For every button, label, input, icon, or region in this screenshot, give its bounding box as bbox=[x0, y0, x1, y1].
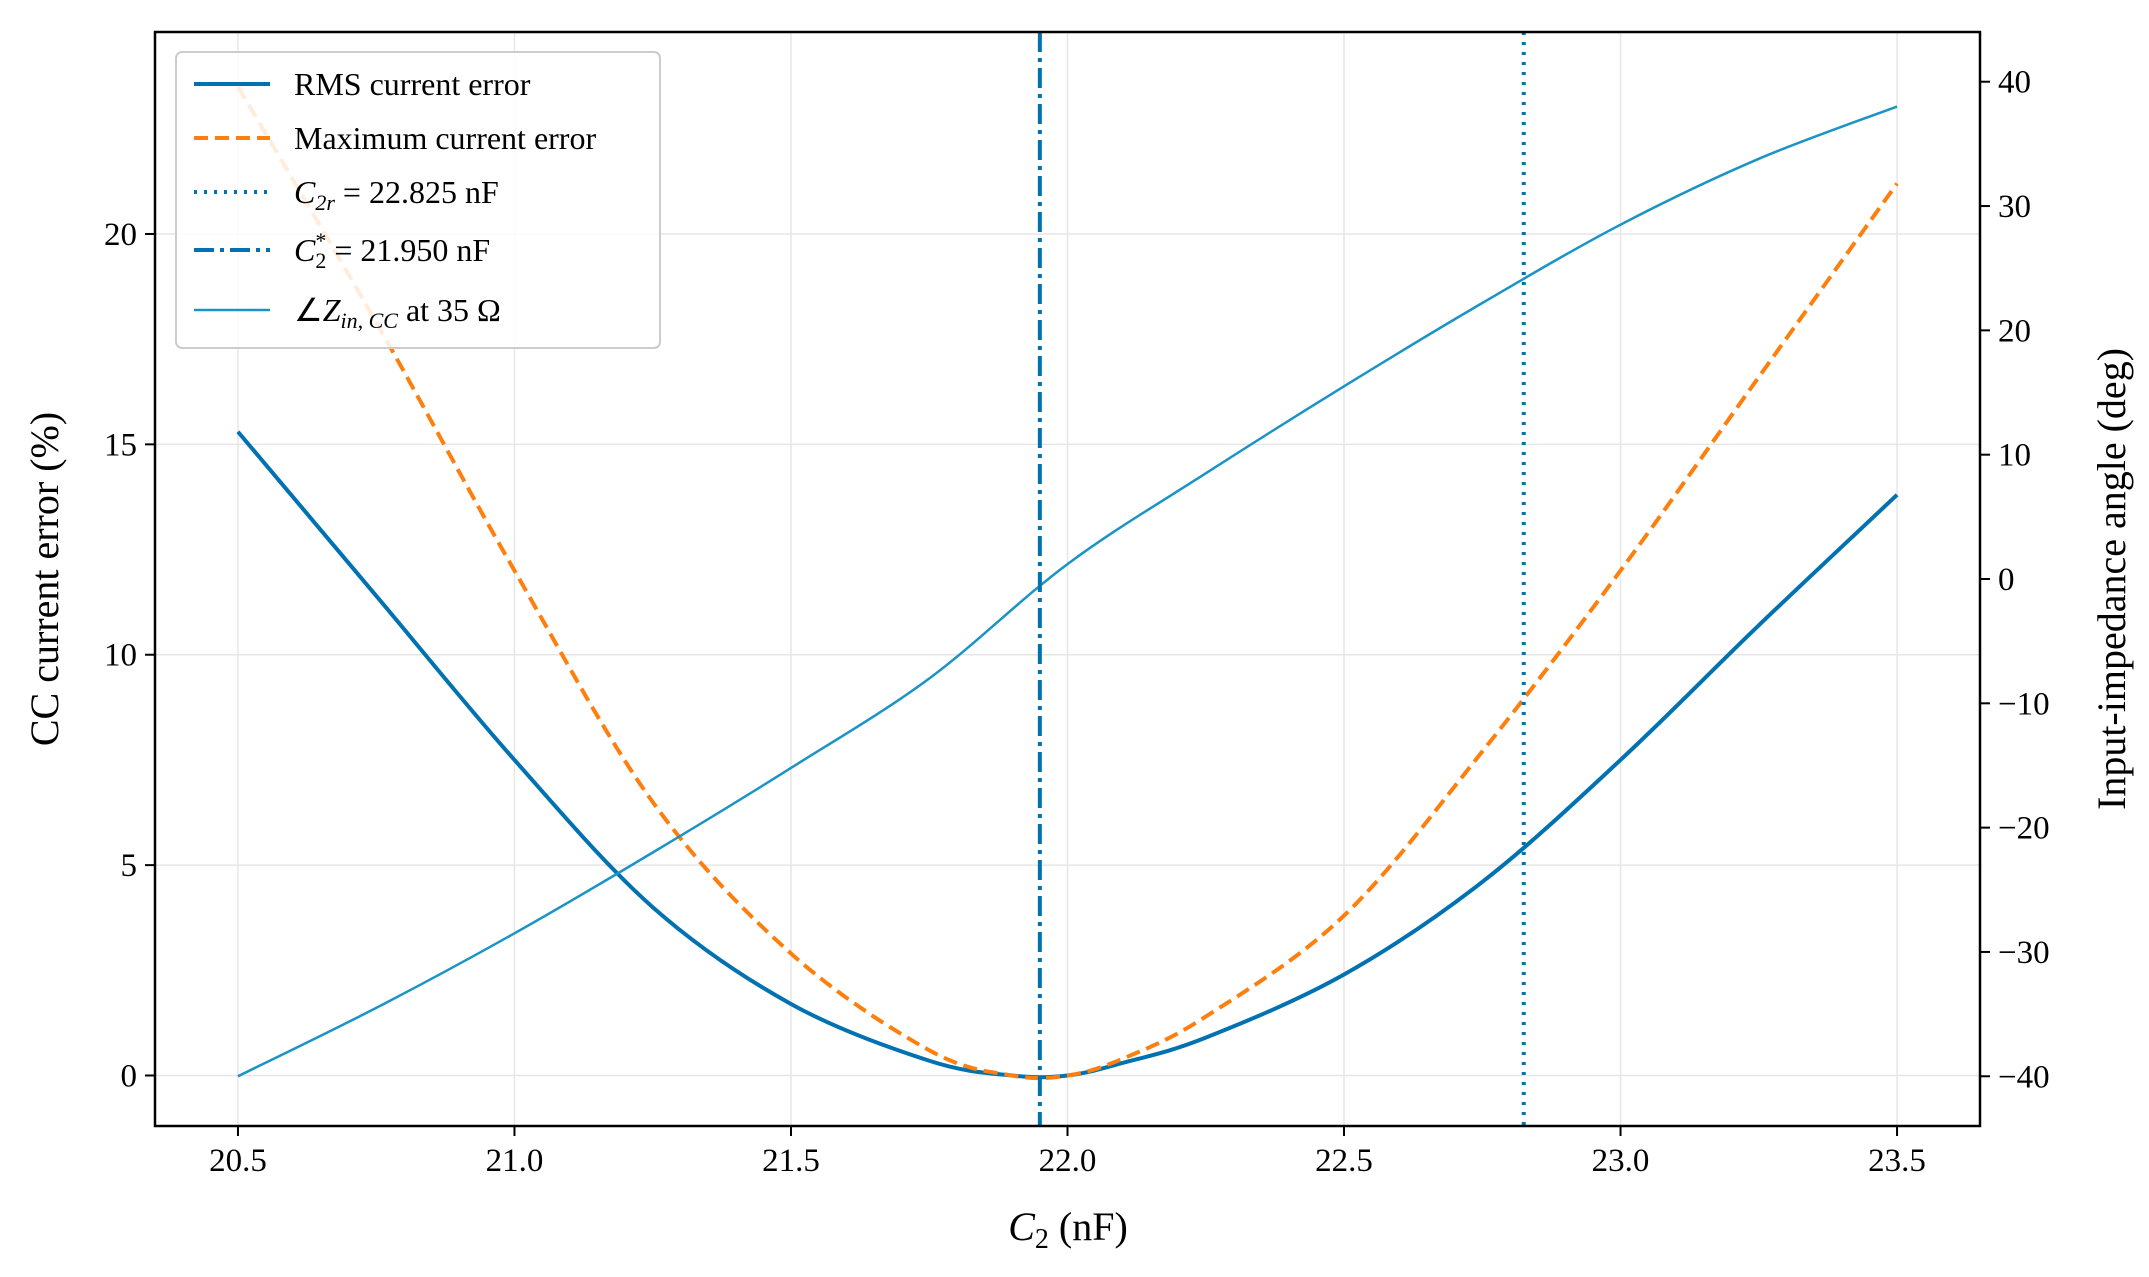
legend-c2r-sub: 2r bbox=[315, 190, 335, 215]
series-layer bbox=[236, 32, 1899, 1126]
y2-tick-label: −20 bbox=[1998, 811, 2050, 847]
x-axis-title-main: C bbox=[1008, 1204, 1036, 1249]
legend-box bbox=[175, 51, 661, 349]
y2-axis-title: Input-impedance angle (deg) bbox=[2089, 348, 2134, 810]
y2-tick-label: 0 bbox=[1998, 562, 2015, 598]
legend-label-angle: ∠Zin, CC at 35 Ω bbox=[294, 292, 501, 333]
y-tick-label: 20 bbox=[104, 217, 137, 253]
legend-label-c2star: C2* = 21.950 nF bbox=[294, 228, 490, 273]
y2-tick-label: 20 bbox=[1998, 313, 2031, 349]
y2-tick-label: −10 bbox=[1998, 686, 2050, 722]
legend-c2star-main: C bbox=[294, 232, 316, 268]
x-axis-title: C2 (nF) bbox=[1008, 1204, 1128, 1255]
legend-angle-symbol: ∠ bbox=[294, 292, 323, 328]
x-tick-label: 23.5 bbox=[1868, 1143, 1926, 1179]
legend-c2star-sub: 2 bbox=[315, 248, 326, 273]
y-tick-label: 10 bbox=[104, 638, 137, 674]
y2-tick-label: 40 bbox=[1998, 65, 2031, 101]
series-rms-current-error bbox=[236, 430, 1899, 1080]
x-tick-label: 22.0 bbox=[1039, 1143, 1097, 1179]
x-axis-title-sub: 2 bbox=[1035, 1224, 1049, 1255]
legend-c2star-sup: * bbox=[315, 228, 326, 253]
y-tick-label: 0 bbox=[121, 1059, 138, 1095]
y2-tick-label: −30 bbox=[1998, 935, 2050, 971]
legend-c2star-value: = 21.950 nF bbox=[326, 232, 490, 268]
y2-tick-label: −40 bbox=[1998, 1059, 2050, 1095]
x-axis-title-unit: (nF) bbox=[1049, 1204, 1128, 1249]
series-impedance-angle bbox=[237, 105, 1898, 1078]
axis-ticks: 20.5 21.0 21.5 22.0 22.5 23.0 23.505101520−40−… bbox=[104, 65, 2050, 1179]
legend-angle-rest: at 35 Ω bbox=[398, 292, 501, 328]
legend-label-rms: RMS current error bbox=[294, 66, 531, 102]
legend-c2r-value: = 22.825 nF bbox=[335, 174, 499, 210]
legend-c2r-main: C bbox=[294, 174, 316, 210]
x-tick-label: 21.5 bbox=[762, 1143, 820, 1179]
y-tick-label: 15 bbox=[104, 427, 137, 463]
x-tick-label: 22.5 bbox=[1315, 1143, 1373, 1179]
x-tick-label: 20.5 bbox=[209, 1143, 267, 1179]
legend: RMS current error Maximum current error … bbox=[175, 51, 661, 349]
legend-label-max: Maximum current error bbox=[294, 120, 596, 156]
y2-tick-label: 10 bbox=[1998, 438, 2031, 474]
x-tick-label: 23.0 bbox=[1592, 1143, 1650, 1179]
y2-tick-label: 30 bbox=[1998, 189, 2031, 225]
legend-angle-main: Z bbox=[323, 292, 342, 328]
x-tick-label: 21.0 bbox=[486, 1143, 544, 1179]
y-axis-title: CC current error (%) bbox=[22, 412, 67, 746]
legend-label-c2r: C2r = 22.825 nF bbox=[294, 174, 499, 215]
y-tick-label: 5 bbox=[121, 848, 138, 884]
legend-angle-sub: in, CC bbox=[340, 308, 398, 333]
series-maximum-current-error bbox=[236, 85, 1899, 1081]
